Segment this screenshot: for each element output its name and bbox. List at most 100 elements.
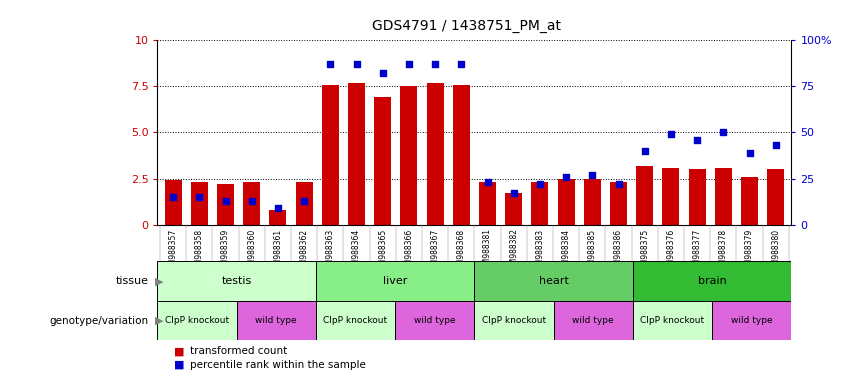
Text: GSM988363: GSM988363 xyxy=(326,228,334,275)
Point xyxy=(428,61,442,67)
Bar xyxy=(401,86,418,225)
Bar xyxy=(270,210,287,225)
Text: GSM988362: GSM988362 xyxy=(300,228,309,275)
Text: GSM988366: GSM988366 xyxy=(404,228,414,275)
Text: testis: testis xyxy=(221,276,252,286)
Point xyxy=(271,205,285,211)
Text: GSM988361: GSM988361 xyxy=(273,228,283,275)
Bar xyxy=(557,179,574,225)
Text: GSM988376: GSM988376 xyxy=(666,228,676,275)
Text: ▶: ▶ xyxy=(155,276,163,286)
Text: liver: liver xyxy=(383,276,408,286)
Point xyxy=(403,61,416,67)
Bar xyxy=(584,179,601,225)
Bar xyxy=(395,301,475,340)
Point xyxy=(297,198,311,204)
Text: GSM988368: GSM988368 xyxy=(457,228,465,275)
Bar xyxy=(191,182,208,225)
Text: GSM988386: GSM988386 xyxy=(614,228,623,275)
Text: GSM988367: GSM988367 xyxy=(431,228,440,275)
Text: GDS4791 / 1438751_PM_at: GDS4791 / 1438751_PM_at xyxy=(373,19,562,33)
Point xyxy=(376,70,390,76)
Point xyxy=(638,148,652,154)
Text: GSM988365: GSM988365 xyxy=(378,228,387,275)
Text: percentile rank within the sample: percentile rank within the sample xyxy=(190,360,366,370)
Point xyxy=(717,129,730,136)
Text: GSM988385: GSM988385 xyxy=(588,228,597,275)
Text: GSM988379: GSM988379 xyxy=(745,228,754,275)
Text: GSM988381: GSM988381 xyxy=(483,228,492,275)
Bar xyxy=(157,261,316,301)
Point xyxy=(559,174,573,180)
Bar xyxy=(662,167,679,225)
Bar xyxy=(374,98,391,225)
Bar xyxy=(479,182,496,225)
Bar xyxy=(237,301,316,340)
Bar xyxy=(243,182,260,225)
Bar xyxy=(531,182,548,225)
Bar xyxy=(164,180,181,225)
Text: ClpP knockout: ClpP knockout xyxy=(482,316,546,325)
Point xyxy=(664,131,677,137)
Point xyxy=(245,198,259,204)
Text: tissue: tissue xyxy=(116,276,149,286)
Bar xyxy=(610,182,627,225)
Point xyxy=(192,194,206,200)
Text: GSM988383: GSM988383 xyxy=(535,228,545,275)
Bar xyxy=(715,167,732,225)
Text: wild type: wild type xyxy=(414,316,455,325)
Bar xyxy=(554,301,633,340)
Bar xyxy=(633,301,712,340)
Point xyxy=(533,181,546,187)
Point xyxy=(219,198,232,204)
Bar xyxy=(316,301,395,340)
Text: GSM988359: GSM988359 xyxy=(221,228,230,275)
Text: GSM988358: GSM988358 xyxy=(195,228,204,275)
Bar xyxy=(322,84,339,225)
Point xyxy=(454,61,468,67)
Text: brain: brain xyxy=(698,276,727,286)
Bar xyxy=(741,177,758,225)
Bar xyxy=(475,261,633,301)
Text: ClpP knockout: ClpP knockout xyxy=(165,316,229,325)
Text: wild type: wild type xyxy=(255,316,297,325)
Text: GSM988360: GSM988360 xyxy=(248,228,256,275)
Text: ClpP knockout: ClpP knockout xyxy=(641,316,705,325)
Text: ▶: ▶ xyxy=(155,316,163,326)
Text: GSM988364: GSM988364 xyxy=(352,228,361,275)
Text: genotype/variation: genotype/variation xyxy=(50,316,149,326)
Bar xyxy=(688,169,705,225)
Text: GSM988380: GSM988380 xyxy=(771,228,780,275)
Text: GSM988357: GSM988357 xyxy=(168,228,178,275)
Bar xyxy=(157,301,237,340)
Text: GSM988378: GSM988378 xyxy=(719,228,728,275)
Point xyxy=(769,142,783,149)
Text: ■: ■ xyxy=(174,346,185,356)
Text: GSM988377: GSM988377 xyxy=(693,228,701,275)
Bar xyxy=(475,301,554,340)
Bar xyxy=(453,84,470,225)
Point xyxy=(743,150,757,156)
Point xyxy=(350,61,363,67)
Point xyxy=(612,181,625,187)
Bar xyxy=(217,184,234,225)
Text: GSM988384: GSM988384 xyxy=(562,228,571,275)
Bar xyxy=(505,193,523,225)
Bar xyxy=(348,83,365,225)
Point xyxy=(507,190,521,196)
Bar xyxy=(768,169,785,225)
Bar xyxy=(316,261,475,301)
Text: GSM988382: GSM988382 xyxy=(509,228,518,275)
Text: wild type: wild type xyxy=(731,316,773,325)
Text: ClpP knockout: ClpP knockout xyxy=(323,316,387,325)
Text: ■: ■ xyxy=(174,360,185,370)
Point xyxy=(323,61,337,67)
Bar xyxy=(426,83,443,225)
Bar xyxy=(637,166,654,225)
Bar xyxy=(712,301,791,340)
Point xyxy=(585,172,599,178)
Bar xyxy=(295,182,312,225)
Point xyxy=(166,194,180,200)
Text: GSM988375: GSM988375 xyxy=(640,228,649,275)
Text: transformed count: transformed count xyxy=(190,346,287,356)
